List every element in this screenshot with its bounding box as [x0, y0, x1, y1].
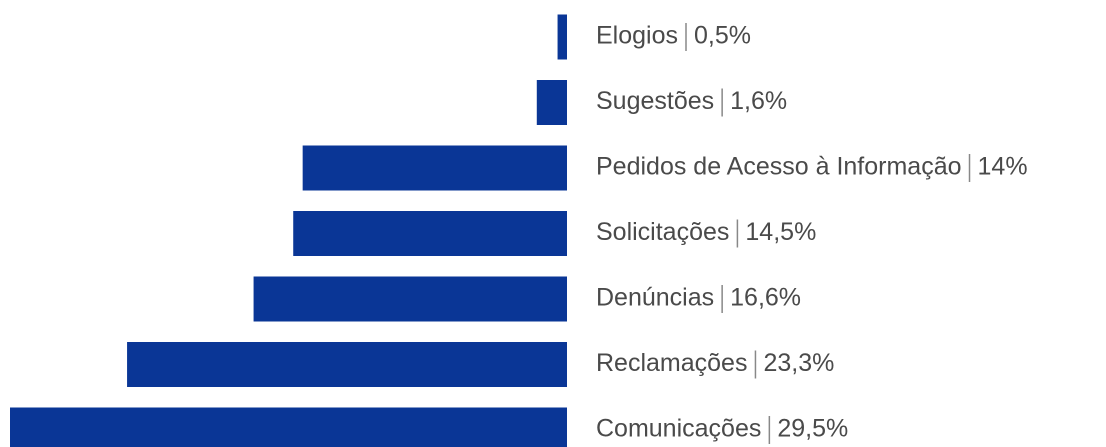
category-label: Elogios [596, 22, 678, 50]
category-label: Denúncias [596, 284, 714, 312]
category-label: Reclamações [596, 349, 747, 377]
value-label: 23,3% [763, 349, 834, 377]
value-label: 14,5% [745, 218, 816, 246]
category-label: Sugestões [596, 87, 714, 115]
bar [127, 342, 568, 387]
bar [10, 407, 567, 447]
value-label: 14% [978, 153, 1028, 181]
category-label: Pedidos de Acesso à Informação [596, 153, 962, 181]
bar [536, 80, 567, 125]
category-label: Solicitações [596, 218, 729, 246]
bar [557, 14, 567, 60]
value-label: 16,6% [730, 284, 801, 312]
value-label: 0,5% [694, 22, 751, 50]
bar [293, 211, 567, 256]
value-label: 29,5% [777, 415, 848, 443]
value-label: 1,6% [730, 87, 787, 115]
bar [302, 145, 567, 191]
category-label: Comunicações [596, 415, 761, 443]
bar [253, 276, 567, 322]
